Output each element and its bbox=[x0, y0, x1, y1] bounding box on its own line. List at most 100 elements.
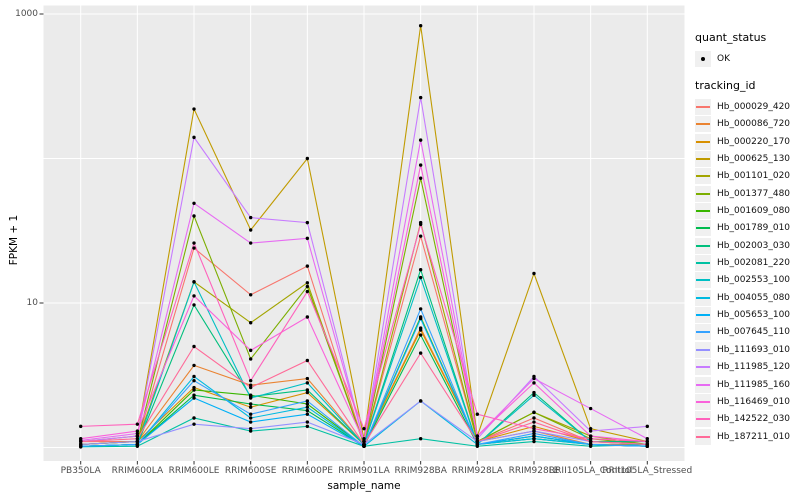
data-point bbox=[305, 399, 310, 403]
legend-key-box bbox=[695, 307, 711, 324]
legend-item-label: Hb_000086_720 bbox=[717, 119, 791, 130]
legend-key-box bbox=[695, 272, 711, 289]
data-point bbox=[248, 412, 253, 416]
legend-line-swatch bbox=[696, 296, 710, 299]
data-point bbox=[248, 378, 253, 383]
legend-key-box bbox=[695, 359, 711, 376]
data-point bbox=[418, 437, 423, 441]
legend-key-box bbox=[695, 237, 711, 254]
legend-key-box bbox=[695, 99, 711, 116]
data-point bbox=[362, 426, 366, 431]
data-point bbox=[645, 442, 649, 447]
legend-item-Hb_002081_220: Hb_002081_220 bbox=[695, 254, 799, 272]
data-point bbox=[192, 422, 196, 426]
data-point bbox=[532, 376, 536, 381]
x-tick-label: RRIM928BA bbox=[394, 466, 447, 476]
legend-item-label: Hb_002553_100 bbox=[717, 275, 791, 286]
data-point bbox=[79, 437, 83, 441]
data-point bbox=[192, 214, 196, 218]
legend-line-swatch bbox=[696, 279, 710, 282]
data-point bbox=[418, 351, 423, 355]
data-point bbox=[362, 437, 366, 441]
data-point bbox=[418, 23, 423, 28]
data-point bbox=[418, 328, 423, 332]
data-point bbox=[532, 410, 536, 415]
data-point bbox=[475, 437, 480, 441]
data-point bbox=[418, 176, 423, 180]
legend-item-Hb_187211_010: Hb_187211_010 bbox=[695, 428, 799, 445]
data-point bbox=[362, 439, 366, 444]
data-point bbox=[192, 374, 196, 379]
legend-item-Hb_111985_120: Hb_111985_120 bbox=[695, 359, 799, 376]
data-point bbox=[532, 431, 536, 436]
data-point bbox=[532, 416, 536, 420]
data-point bbox=[248, 241, 253, 245]
y-axis-title: FPKM + 1 bbox=[8, 214, 20, 266]
data-point bbox=[645, 424, 649, 429]
data-point bbox=[192, 135, 196, 140]
data-point bbox=[305, 315, 310, 319]
data-point bbox=[305, 284, 310, 289]
legend-line-swatch bbox=[696, 262, 710, 265]
data-point bbox=[248, 420, 253, 424]
data-point bbox=[588, 426, 593, 431]
data-point bbox=[305, 376, 310, 381]
data-point bbox=[305, 412, 310, 416]
data-point bbox=[588, 429, 593, 433]
data-point bbox=[192, 363, 196, 368]
legend-item-label: Hb_111985_160 bbox=[717, 379, 791, 390]
legend-line-swatch bbox=[696, 123, 710, 126]
legend-item-label: Hb_000625_130 bbox=[717, 154, 791, 165]
legend-item-Hb_111693_010: Hb_111693_010 bbox=[695, 341, 799, 358]
legend-item-Hb_000625_130: Hb_000625_130 bbox=[695, 150, 799, 168]
legend-item-label: Hb_111693_010 bbox=[717, 344, 791, 355]
data-point bbox=[192, 416, 196, 420]
data-point bbox=[588, 442, 593, 447]
data-point bbox=[79, 424, 83, 429]
data-point bbox=[248, 416, 253, 420]
data-point bbox=[192, 201, 196, 205]
data-point bbox=[532, 390, 536, 395]
data-point bbox=[305, 220, 310, 225]
data-point bbox=[532, 271, 536, 276]
legend-line-swatch bbox=[696, 418, 710, 421]
data-point bbox=[248, 396, 253, 400]
legend-item-Hb_116469_010: Hb_116469_010 bbox=[695, 393, 799, 410]
legend-item-label: Hb_004055_080 bbox=[717, 292, 791, 303]
data-point bbox=[192, 385, 196, 390]
legend-line-swatch bbox=[696, 175, 710, 178]
legend-item-Hb_000086_720: Hb_000086_720 bbox=[695, 116, 799, 133]
legend-key-box bbox=[695, 151, 711, 168]
data-point bbox=[475, 442, 480, 447]
legend-line-swatch bbox=[696, 366, 710, 369]
legend-title-quant-status: quant_status bbox=[695, 31, 767, 44]
legend-key-box bbox=[695, 255, 711, 272]
legend-key-box bbox=[695, 168, 711, 185]
legend-key-box bbox=[695, 50, 711, 67]
data-point bbox=[192, 246, 196, 250]
data-point bbox=[192, 241, 196, 245]
legend-item-label: Hb_187211_010 bbox=[717, 431, 791, 442]
data-point bbox=[532, 393, 536, 397]
data-point bbox=[305, 381, 310, 385]
data-point bbox=[588, 406, 593, 411]
legend-line-swatch bbox=[696, 140, 710, 143]
legend-item-label: Hb_001609_080 bbox=[717, 206, 791, 217]
data-point bbox=[192, 344, 196, 349]
x-tick-label: RRIM901LA bbox=[338, 466, 390, 476]
legend-spacer bbox=[695, 67, 799, 79]
legend-key-box bbox=[695, 393, 711, 410]
data-point bbox=[248, 215, 253, 220]
legend-item-Hb_001789_010: Hb_001789_010 bbox=[695, 220, 799, 237]
data-point bbox=[248, 357, 253, 361]
data-point bbox=[248, 321, 253, 325]
data-point bbox=[192, 378, 196, 383]
legend-item-label: Hb_116469_010 bbox=[717, 396, 791, 407]
legend-item-Hb_001609_080: Hb_001609_080 bbox=[695, 202, 799, 220]
legend-item-label: Hb_111985_120 bbox=[717, 362, 791, 373]
legend-key-box bbox=[695, 185, 711, 202]
data-point bbox=[532, 420, 536, 424]
data-point bbox=[192, 396, 196, 400]
x-tick-label: RRIM600SE bbox=[224, 466, 277, 476]
